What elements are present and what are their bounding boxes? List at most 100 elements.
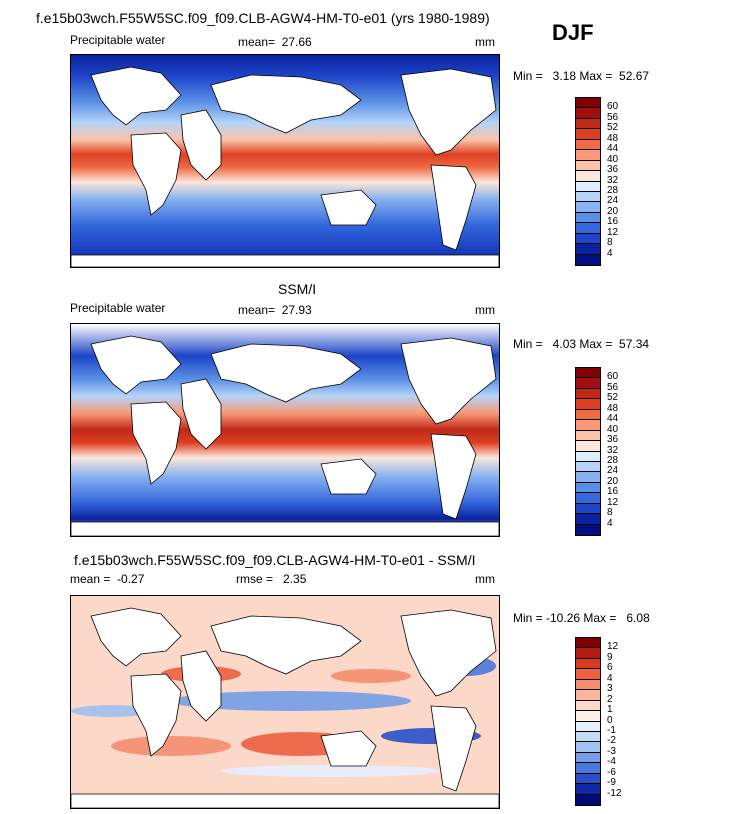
colorbar-tick-label: -3 xyxy=(607,745,616,757)
panel-obs-units: mm xyxy=(475,303,495,317)
colorbar-tick-label: 36 xyxy=(607,164,619,176)
panel-diff-mean: mean = -0.27 xyxy=(70,572,145,586)
colorbar-swatch xyxy=(576,399,600,410)
colorbar-tick-label: 3 xyxy=(607,683,613,695)
colorbar-tick-label: 12 xyxy=(607,496,619,508)
colorbar-swatch xyxy=(576,503,600,515)
map-model xyxy=(70,54,500,268)
map-model-field xyxy=(71,55,499,267)
colorbar-swatch xyxy=(576,690,600,701)
colorbar-swatch xyxy=(576,482,600,494)
colorbar-swatch xyxy=(576,171,600,182)
panel-obs-field: Precipitable water xyxy=(70,301,166,315)
colorbar-swatch xyxy=(576,658,600,670)
colorbar-tick-label: 1 xyxy=(607,704,613,716)
map-diff-field xyxy=(71,596,499,808)
panel-diff-rmse: rmse = 2.35 xyxy=(236,572,307,586)
colorbar-swatch xyxy=(576,430,600,442)
colorbar-swatch xyxy=(576,160,600,172)
colorbar-tick-label: 20 xyxy=(607,475,619,487)
colorbar-tick-label: -12 xyxy=(607,787,622,799)
colorbar-swatch xyxy=(576,451,600,462)
colorbar-tick-label: -9 xyxy=(607,777,616,789)
colorbar-tick-label: 16 xyxy=(607,216,619,228)
colorbar-swatch xyxy=(576,472,600,483)
colorbar-swatch xyxy=(576,98,600,109)
colorbar-swatch xyxy=(576,784,600,795)
colorbar-swatch xyxy=(576,711,600,722)
colorbar-swatch xyxy=(576,118,600,130)
colorbar-tick-label: 28 xyxy=(607,184,619,196)
colorbar-swatch xyxy=(576,129,600,140)
colorbar-tick-label: 52 xyxy=(607,122,619,134)
colorbar-tick-label: -1 xyxy=(607,724,616,736)
colorbar-tick-label: 9 xyxy=(607,651,613,663)
map-obs xyxy=(70,323,500,537)
colorbar-swatch xyxy=(576,441,600,452)
colorbar-tick-label: 32 xyxy=(607,174,619,186)
panel-obs-minmax: Min = 4.03 Max = 57.34 xyxy=(513,337,650,351)
colorbar-tick-label: 4 xyxy=(607,672,613,684)
colorbar-tick-label: 56 xyxy=(607,381,619,393)
colorbar-tick-label: 40 xyxy=(607,423,619,435)
colorbar-tick-label: 4 xyxy=(607,517,613,529)
map-diff xyxy=(70,595,500,809)
colorbar-swatch xyxy=(576,679,600,691)
colorbar-tick-label: 8 xyxy=(607,507,613,519)
colorbar-tick-label: 60 xyxy=(607,101,619,113)
colorbar-tick-label: 28 xyxy=(607,454,619,466)
panel-model-mean: mean= 27.66 xyxy=(238,35,312,49)
colorbar-tick-label: 4 xyxy=(607,247,613,259)
colorbar-tick-label: 44 xyxy=(607,413,619,425)
panel-diff-title: f.e15b03wch.F55W5SC.f09_f09.CLB-AGW4-HM-… xyxy=(74,552,476,568)
panel-model-minmax: Min = 3.18 Max = 52.67 xyxy=(513,69,650,83)
colorbar-tick-label: 48 xyxy=(607,402,619,414)
colorbar-tick-label: 48 xyxy=(607,132,619,144)
colorbar-swatch xyxy=(576,514,600,525)
colorbar-swatch xyxy=(576,244,600,255)
colorbar-tick-label: 16 xyxy=(607,486,619,498)
panel-obs-mean: mean= 27.93 xyxy=(238,303,312,317)
colorbar-swatch xyxy=(576,191,600,203)
colorbar-swatch xyxy=(576,752,600,764)
colorbar-swatch xyxy=(576,108,600,119)
panel-model-field: Precipitable water xyxy=(70,33,166,47)
colorbar-swatch xyxy=(576,223,600,234)
colorbar-swatch xyxy=(576,700,600,712)
colorbar-tick-label: 2 xyxy=(607,693,613,705)
colorbar-model xyxy=(575,97,601,266)
colorbar-swatch xyxy=(576,461,600,473)
colorbar-swatch xyxy=(576,181,600,192)
colorbar-tick-label: 36 xyxy=(607,434,619,446)
colorbar-tick-label: 40 xyxy=(607,153,619,165)
colorbar-swatch xyxy=(576,409,600,421)
colorbar-tick-label: 24 xyxy=(607,195,619,207)
colorbar-swatch xyxy=(576,742,600,753)
panel-diff-units: mm xyxy=(475,572,495,586)
colorbar-diff xyxy=(575,637,601,806)
colorbar-tick-label: 60 xyxy=(607,371,619,383)
colorbar-tick-label: 12 xyxy=(607,641,619,653)
colorbar-swatch xyxy=(576,669,600,680)
colorbar-swatch xyxy=(576,233,600,245)
colorbar-tick-label: 52 xyxy=(607,392,619,404)
page-title: f.e15b03wch.F55W5SC.f09_f09.CLB-AGW4-HM-… xyxy=(36,10,490,26)
colorbar-tick-label: -6 xyxy=(607,766,616,778)
panel-model-units: mm xyxy=(475,35,495,49)
colorbar-tick-label: 8 xyxy=(607,237,613,249)
colorbar-swatch xyxy=(576,524,600,535)
colorbar-swatch xyxy=(576,731,600,743)
colorbar-swatch xyxy=(576,773,600,785)
colorbar-tick-label: 32 xyxy=(607,444,619,456)
colorbar-swatch xyxy=(576,368,600,379)
colorbar-obs xyxy=(575,367,601,536)
colorbar-swatch xyxy=(576,420,600,431)
colorbar-tick-label: 44 xyxy=(607,143,619,155)
colorbar-tick-label: 6 xyxy=(607,662,613,674)
colorbar-tick-label: -2 xyxy=(607,735,616,747)
colorbar-swatch xyxy=(576,763,600,774)
panel-obs-title: SSM/I xyxy=(278,281,317,297)
colorbar-swatch xyxy=(576,493,600,504)
colorbar-tick-label: 12 xyxy=(607,226,619,238)
colorbar-swatch xyxy=(576,139,600,151)
